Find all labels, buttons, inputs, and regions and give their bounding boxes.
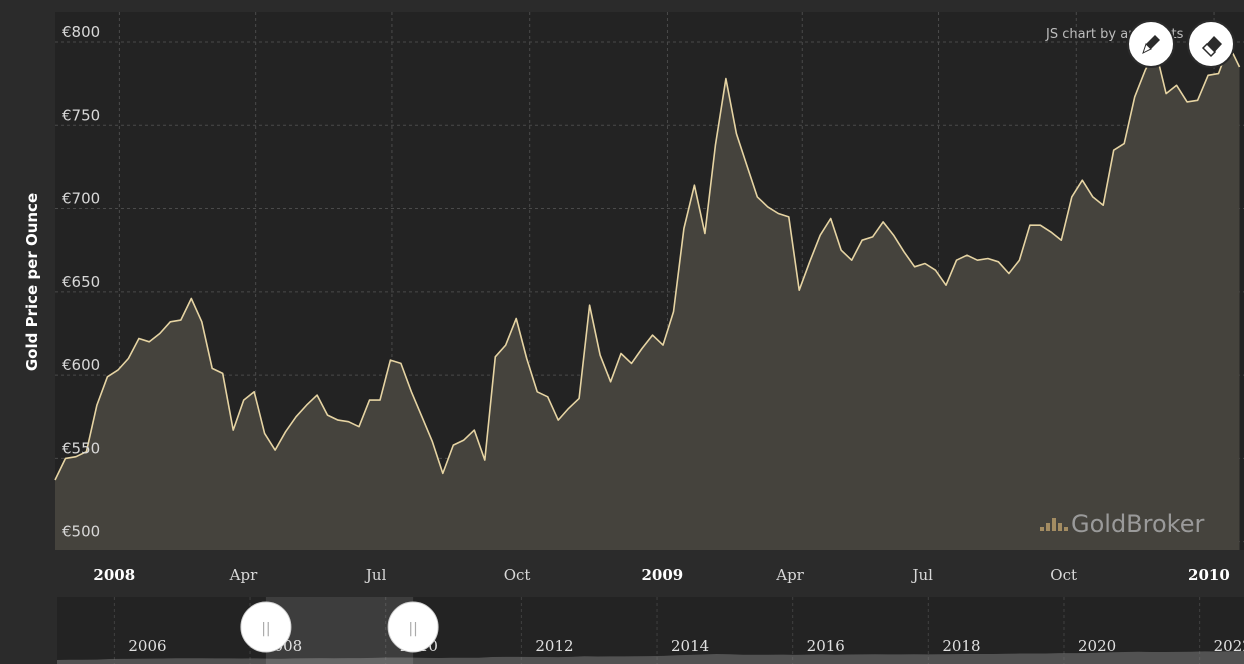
navigator-series-area xyxy=(57,651,1244,664)
brand-bars-icon xyxy=(1040,518,1068,531)
brand-logo: GoldBroker xyxy=(1040,510,1204,538)
navigator-year-label: 2020 xyxy=(1078,637,1116,655)
y-tick-label: €800 xyxy=(62,23,100,41)
series-line[interactable] xyxy=(54,44,1241,481)
erase-button[interactable] xyxy=(1187,20,1235,68)
navigator-year-label: 2018 xyxy=(942,637,980,655)
y-tick-label: €500 xyxy=(62,523,100,541)
y-tick-label: €750 xyxy=(62,106,100,124)
x-tick-label: 2008 xyxy=(93,566,135,584)
x-tick-label: 2009 xyxy=(641,566,683,584)
x-tick-label: Jul xyxy=(911,566,934,584)
navigator[interactable]: 200620082010201220142016201820202022 || … xyxy=(57,597,1244,664)
navigator-right-handle[interactable]: || xyxy=(387,601,439,653)
x-tick-label: Apr xyxy=(229,566,258,584)
handle-grip-icon: || xyxy=(408,621,417,637)
navigator-year-label: 2016 xyxy=(807,637,845,655)
navigator-left-handle[interactable]: || xyxy=(240,601,292,653)
navigator-year-label: 2014 xyxy=(671,637,709,655)
eraser-icon xyxy=(1201,36,1222,58)
x-tick-label: 2010 xyxy=(1188,566,1230,584)
x-tick-label: Jul xyxy=(364,566,387,584)
y-tick-label: €550 xyxy=(62,439,100,457)
y-axis: €500 €550 €600 €650 €700 €750 €800 xyxy=(62,23,100,541)
x-tick-label: Oct xyxy=(1050,566,1077,584)
navigator-year-label: 2022 xyxy=(1214,637,1244,655)
pencil-icon xyxy=(1142,35,1160,54)
y-tick-label: €650 xyxy=(62,273,100,291)
handle-grip-icon: || xyxy=(261,621,270,637)
y-tick-label: €600 xyxy=(62,356,100,374)
x-axis: 2008 Apr Jul Oct 2009 Apr Jul Oct 2010 xyxy=(93,566,1229,584)
series-layer xyxy=(54,44,1241,551)
y-axis-title: Gold Price per Ounce xyxy=(23,193,41,371)
x-tick-label: Apr xyxy=(775,566,804,584)
x-tick-label: Oct xyxy=(504,566,531,584)
draw-button[interactable] xyxy=(1127,20,1175,68)
brand-name: GoldBroker xyxy=(1071,510,1204,538)
navigator-year-label: 2012 xyxy=(535,637,573,655)
navigator-year-label: 2006 xyxy=(128,637,166,655)
y-tick-label: €700 xyxy=(62,190,100,208)
